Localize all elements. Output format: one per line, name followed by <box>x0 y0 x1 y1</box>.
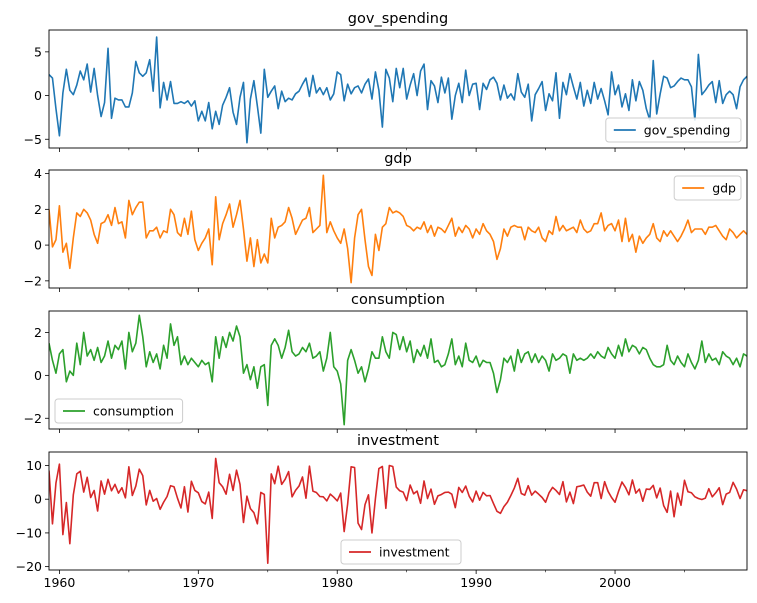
y-tick-label: 5 <box>34 44 42 59</box>
y-tick-label: 2 <box>34 325 42 340</box>
y-tick-label: 2 <box>34 202 42 217</box>
x-tick-label: 1990 <box>460 575 492 590</box>
legend: gov_spending <box>605 117 742 143</box>
panel-title: gov_spending <box>348 11 448 27</box>
legend-label: gdp <box>712 181 736 196</box>
y-tick-label: −10 <box>16 525 42 540</box>
plot-frame <box>48 310 748 430</box>
series-line-gdp <box>49 174 747 284</box>
x-tick-label: 1980 <box>321 575 353 590</box>
legend: gdp <box>673 175 742 201</box>
panel-title: consumption <box>351 292 445 308</box>
legend-box <box>605 117 742 143</box>
plot-frame <box>48 169 748 289</box>
legend-box <box>54 398 184 424</box>
plot-frame <box>48 29 748 149</box>
plot-frame <box>48 451 748 571</box>
y-tick-label: 10 <box>26 458 42 473</box>
series-line-consumption <box>49 314 747 426</box>
y-tick-label: −20 <box>16 559 42 574</box>
y-tick-label: −5 <box>24 132 42 147</box>
panel-gdp: gdp 4 2 0 −2 gdp <box>24 151 748 292</box>
legend-label: investment <box>379 545 450 560</box>
y-tick-label: −2 <box>24 411 42 426</box>
panel-title: investment <box>357 433 439 449</box>
y-tick-label: 0 <box>34 238 42 253</box>
legend: consumption <box>54 398 184 424</box>
panel-gov-spending: gov_spending 5 0 −5 gov_spending <box>24 11 748 152</box>
legend: investment <box>340 539 462 565</box>
legend-box <box>673 175 742 201</box>
y-tick-label: 0 <box>34 368 42 383</box>
panel-title: gdp <box>384 151 412 167</box>
legend-label: gov_spending <box>644 123 731 138</box>
y-tick-label: 0 <box>34 492 42 507</box>
x-tick-label: 1960 <box>44 575 76 590</box>
legend-box <box>340 539 462 565</box>
x-tick-label: 1970 <box>182 575 214 590</box>
panel-consumption: consumption 2 0 −2 consumption <box>24 292 748 433</box>
x-tick-label: 2000 <box>599 575 631 590</box>
legend-label: consumption <box>93 404 174 419</box>
y-tick-label: −2 <box>24 273 42 288</box>
series-line-gov-spending <box>49 36 747 144</box>
y-tick-label: 0 <box>34 88 42 103</box>
series-line-investment <box>49 457 747 565</box>
y-tick-label: 4 <box>34 166 42 181</box>
